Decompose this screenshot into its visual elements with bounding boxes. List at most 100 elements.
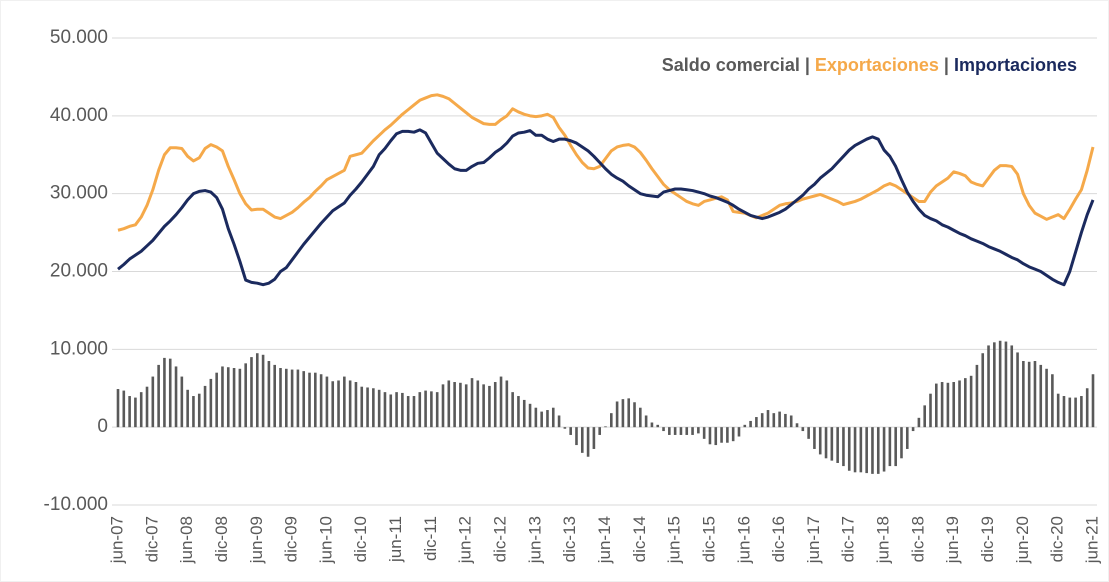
- bar: [377, 389, 381, 428]
- bar: [900, 427, 903, 459]
- bar: [580, 427, 584, 453]
- bar: [714, 427, 718, 446]
- bar: [383, 392, 387, 428]
- y-tick-label: 50.000: [50, 27, 108, 48]
- bar: [250, 357, 253, 428]
- x-tick-label: jun-08: [177, 516, 196, 564]
- bar: [935, 383, 938, 428]
- bar: [441, 384, 445, 428]
- bar: [969, 375, 973, 428]
- bar: [876, 427, 880, 474]
- x-tick-label: jun-11: [386, 516, 405, 563]
- bar: [964, 378, 967, 428]
- bar: [691, 427, 694, 435]
- bar: [139, 392, 143, 428]
- bar: [430, 391, 433, 428]
- bar: [813, 427, 816, 449]
- bar: [958, 380, 961, 428]
- bar: [453, 382, 456, 428]
- bar: [731, 427, 735, 442]
- x-tick-label: dic-20: [1048, 516, 1067, 562]
- bar: [546, 410, 549, 428]
- bar: [534, 407, 538, 428]
- bar: [551, 407, 555, 428]
- bar: [685, 427, 689, 435]
- bar: [673, 427, 677, 435]
- x-tick-label: jun-21: [1082, 516, 1101, 564]
- bar: [122, 390, 126, 428]
- bar: [679, 427, 683, 435]
- bar: [842, 427, 845, 467]
- bar: [772, 413, 776, 428]
- bar: [203, 385, 207, 428]
- bar: [1004, 341, 1008, 428]
- bar: [493, 382, 497, 428]
- bar: [1068, 397, 1072, 428]
- bar: [366, 387, 369, 428]
- bar: [656, 424, 660, 428]
- bar: [604, 426, 607, 428]
- bar: [847, 427, 851, 471]
- bar: [215, 372, 218, 428]
- bar: [1085, 388, 1089, 428]
- bar: [267, 361, 271, 428]
- bar: [192, 396, 195, 428]
- bar: [911, 427, 915, 432]
- bar: [464, 384, 468, 428]
- bar: [255, 353, 259, 428]
- bar: [314, 372, 317, 428]
- x-tick-label: jun-19: [943, 516, 962, 564]
- bar: [157, 364, 160, 428]
- bar: [331, 381, 335, 428]
- legend-entry: Importaciones: [954, 55, 1077, 75]
- bar: [522, 399, 526, 428]
- bar: [708, 427, 712, 445]
- x-tick-label: jun-12: [456, 516, 475, 564]
- bar: [476, 380, 480, 428]
- bar: [801, 427, 805, 432]
- x-tick-label: dic-18: [908, 516, 927, 562]
- bar: [905, 427, 909, 449]
- bar: [946, 382, 950, 428]
- bar: [917, 417, 921, 428]
- bar: [662, 427, 665, 432]
- x-tick-label: dic-16: [769, 516, 788, 562]
- bar: [824, 427, 828, 459]
- x-tick-label: dic-08: [212, 516, 231, 562]
- x-tick-label: jun-14: [595, 516, 614, 564]
- bar: [1027, 361, 1031, 428]
- bar: [151, 376, 155, 428]
- bar: [697, 427, 700, 434]
- bar: [610, 413, 613, 428]
- y-tick-label: -10.000: [44, 494, 108, 515]
- bar: [1039, 364, 1043, 428]
- bar: [627, 398, 631, 428]
- bar: [894, 427, 897, 467]
- x-tick-label: dic-14: [630, 516, 649, 562]
- bar: [186, 389, 189, 428]
- bar: [395, 392, 398, 428]
- bar: [499, 376, 503, 428]
- bar: [1074, 397, 1077, 428]
- bar: [134, 397, 137, 428]
- bar: [279, 368, 282, 428]
- bar: [302, 371, 306, 428]
- bar: [778, 411, 781, 428]
- bar: [244, 363, 247, 428]
- bar: [598, 427, 601, 435]
- bar: [859, 427, 863, 473]
- bar: [470, 378, 474, 428]
- bar: [726, 427, 729, 443]
- bar: [923, 405, 926, 428]
- bar: [737, 427, 741, 437]
- bar: [389, 394, 393, 428]
- bar: [325, 376, 329, 428]
- bar: [615, 401, 619, 428]
- bar: [163, 357, 166, 428]
- bar: [488, 385, 491, 428]
- bar: [505, 380, 509, 428]
- bar: [1051, 374, 1054, 428]
- bar: [401, 392, 404, 428]
- bar: [952, 382, 956, 428]
